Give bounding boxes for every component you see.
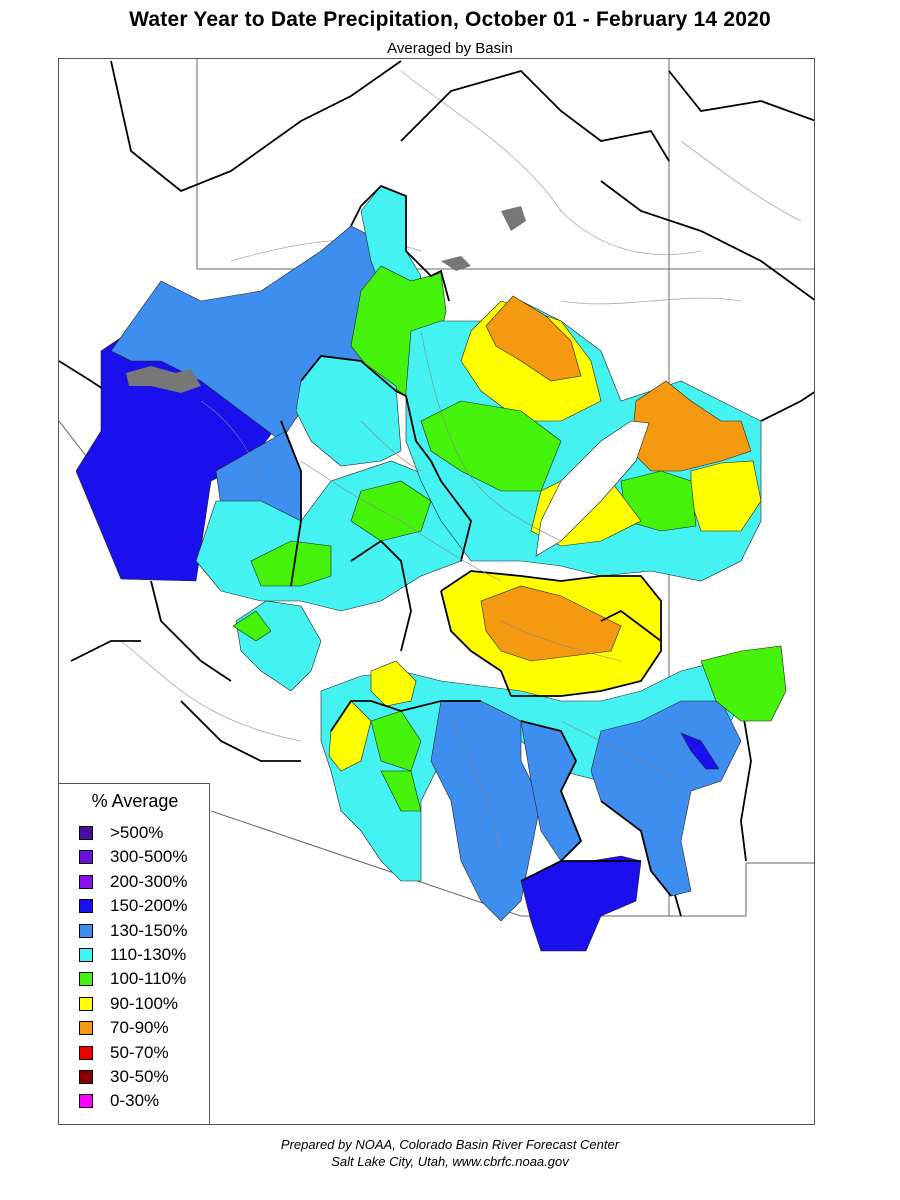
legend-swatch (79, 1070, 93, 1084)
lakes (126, 206, 526, 393)
basin-southwest-green (232, 610, 272, 642)
rivers-outside (120, 70, 802, 742)
legend-item: 0-30% (79, 1090, 159, 1112)
legend-swatch (79, 850, 93, 865)
legend-swatch (79, 1094, 93, 1109)
basin-san-juan-orange (480, 585, 622, 662)
legend-swatch (79, 899, 93, 914)
legend-swatch (79, 1045, 93, 1060)
legend-swatch (79, 996, 93, 1011)
legend-swatch (79, 948, 93, 962)
legend-label: 50-70% (110, 1042, 169, 1062)
legend-title: % Average (91, 791, 179, 811)
legend-label: 130-150% (110, 920, 188, 940)
basin-central-green (350, 480, 432, 542)
legend-item: 50-70% (79, 1042, 169, 1064)
legend-label: >500% (110, 823, 164, 842)
legend-label: 300-500% (110, 847, 188, 867)
basin-map-svg (59, 59, 814, 952)
map-legend: % Average >500% 300-500% 200-300% 150-200% 1… (58, 783, 210, 1125)
basin-southeast-green (700, 645, 787, 722)
legend-label: 30-50% (110, 1067, 169, 1086)
legend-item: 150-200% (79, 895, 188, 917)
legend-label: 90-100% (110, 993, 179, 1013)
basin-fills (75, 185, 787, 952)
legend-swatch (79, 972, 93, 987)
credit-line-1: Prepared by NOAA, Colorado Basin River F… (280, 1137, 620, 1152)
outer-basin-lines (59, 60, 814, 917)
basin-no-data-white (535, 420, 650, 557)
basin-northeast-orange (485, 295, 582, 382)
legend-label: 110-130% (110, 945, 187, 964)
legend-swatch (79, 1021, 93, 1036)
legend-item: 110-130% (79, 944, 186, 966)
legend-item: 200-300% (79, 871, 188, 893)
legend-label: 70-90% (110, 1018, 169, 1038)
legend-item: 100-110% (79, 968, 186, 990)
credit-line-2: Salt Lake City, Utah, www.cbrfc.noaa.gov (331, 1154, 569, 1169)
basin-east-dark-blue-small (680, 732, 720, 770)
legend-label: 150-200% (110, 896, 188, 916)
legend-item: 30-50% (79, 1066, 169, 1088)
legend-item: >500% (79, 822, 163, 844)
basin-west-green (250, 540, 332, 587)
basin-south-dark-blue (520, 855, 642, 952)
legend-item: 90-100% (79, 993, 178, 1015)
legend-item: 300-500% (79, 846, 188, 868)
legend-item: 130-150% (79, 920, 188, 942)
basin-south-green (370, 710, 422, 772)
legend-label: 200-300% (110, 871, 188, 891)
basin-south-green-2 (380, 770, 422, 812)
basin-southwest-cyan (235, 600, 322, 692)
basin-outlines (280, 184, 672, 897)
legend-swatch (79, 923, 93, 938)
legend-item: 70-90% (79, 1017, 169, 1039)
basin-far-northeast-orange (630, 380, 752, 472)
legend-label: 0-30% (110, 1091, 160, 1111)
legend-label: 100-110% (110, 969, 187, 989)
map-subtitle: Averaged by Basin (387, 40, 513, 57)
legend-swatch (79, 826, 93, 840)
legend-swatch (79, 874, 93, 889)
map-title: Water Year to Date Precipitation, Octobe… (129, 8, 771, 31)
basin-central-south-yellow (370, 660, 417, 707)
rivers-inside (200, 330, 682, 852)
